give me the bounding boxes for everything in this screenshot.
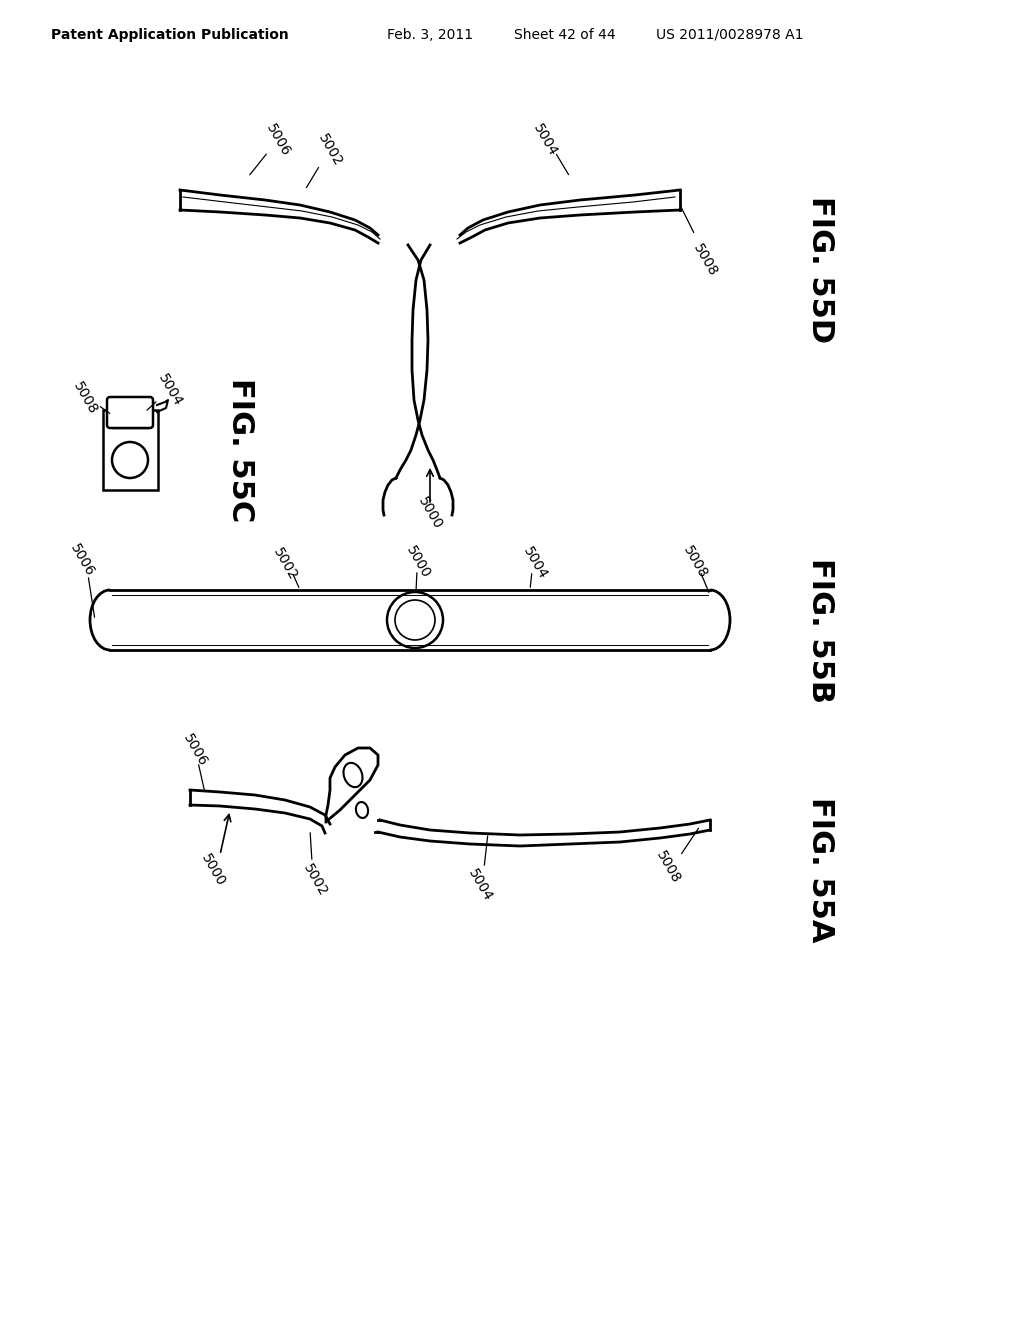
Text: 5008: 5008 <box>71 379 100 417</box>
Text: 5008: 5008 <box>680 544 710 581</box>
Bar <box>103 411 158 490</box>
Text: 5004: 5004 <box>520 544 550 582</box>
Text: 5002: 5002 <box>300 862 330 899</box>
Text: 5004: 5004 <box>156 371 184 409</box>
Text: 5008: 5008 <box>690 242 720 279</box>
Text: Patent Application Publication: Patent Application Publication <box>51 28 289 42</box>
Circle shape <box>112 442 148 478</box>
Text: 5002: 5002 <box>270 545 300 582</box>
Text: FIG. 55D: FIG. 55D <box>806 197 835 343</box>
Text: FIG. 55A: FIG. 55A <box>806 797 835 942</box>
Text: 5000: 5000 <box>199 851 227 888</box>
Text: 5004: 5004 <box>465 866 495 904</box>
FancyBboxPatch shape <box>106 397 153 428</box>
Text: FIG. 55C: FIG. 55C <box>225 378 255 523</box>
Text: 5000: 5000 <box>415 495 444 532</box>
Text: 5008: 5008 <box>653 849 683 886</box>
Text: 5004: 5004 <box>530 121 560 158</box>
Circle shape <box>387 591 443 648</box>
Text: FIG. 55B: FIG. 55B <box>806 557 835 702</box>
Text: Sheet 42 of 44: Sheet 42 of 44 <box>514 28 615 42</box>
Text: 5006: 5006 <box>180 731 210 768</box>
Text: US 2011/0028978 A1: US 2011/0028978 A1 <box>656 28 804 42</box>
Text: 5000: 5000 <box>403 544 433 581</box>
Circle shape <box>395 601 435 640</box>
Text: Feb. 3, 2011: Feb. 3, 2011 <box>387 28 473 42</box>
Text: 5006: 5006 <box>263 121 293 158</box>
Text: 5006: 5006 <box>68 541 97 578</box>
Text: 5002: 5002 <box>315 132 345 169</box>
